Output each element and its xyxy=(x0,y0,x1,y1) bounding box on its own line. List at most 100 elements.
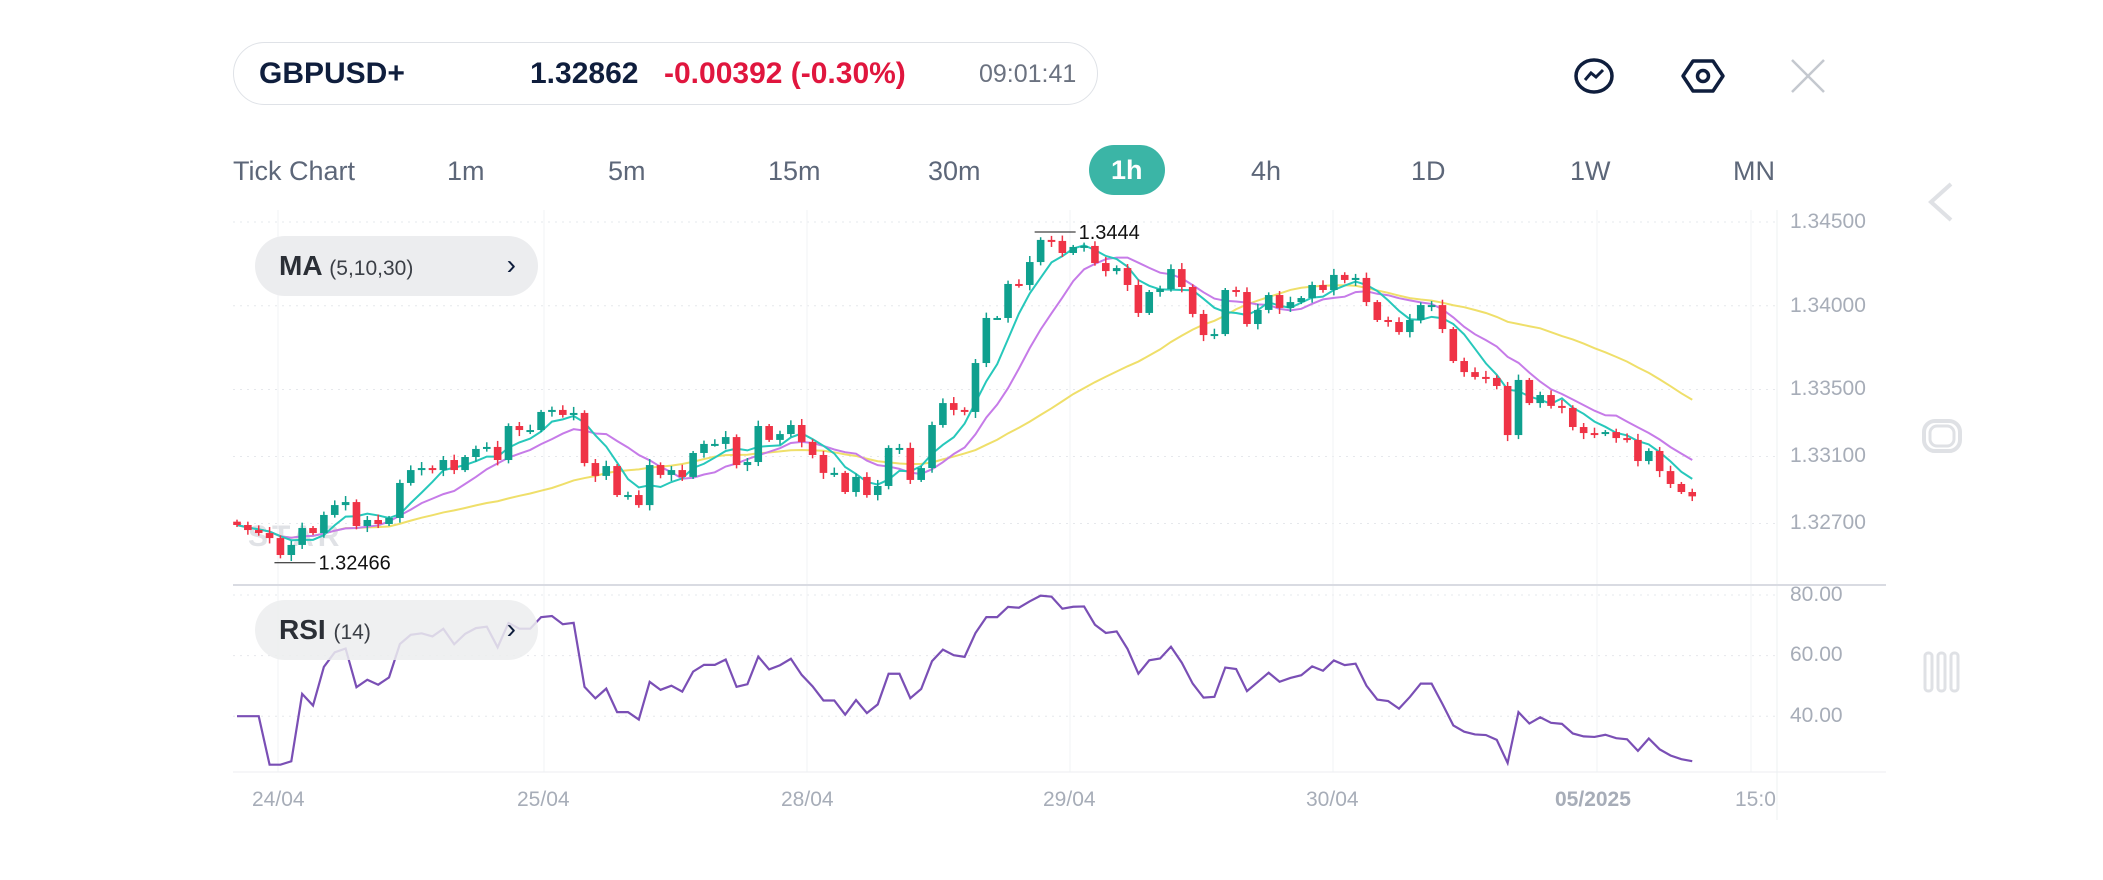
tab-tick-chart[interactable]: Tick Chart xyxy=(233,156,356,186)
tab-30m[interactable]: 30m xyxy=(928,156,981,186)
candle-up xyxy=(1286,302,1295,308)
candle-up xyxy=(396,482,404,518)
candle-down xyxy=(1612,432,1621,439)
quote-time: 09:01:41 xyxy=(979,60,1077,88)
candle-down xyxy=(1275,295,1284,308)
candle-up xyxy=(1004,283,1012,318)
rsi-params: (14) xyxy=(333,621,371,644)
candle-up xyxy=(330,505,339,515)
candle-down xyxy=(1199,313,1208,336)
candle-down xyxy=(765,426,773,440)
candle-down xyxy=(1471,372,1479,377)
candle-down xyxy=(1655,450,1664,472)
candle-down xyxy=(635,495,643,506)
close-icon[interactable] xyxy=(1784,52,1832,100)
candle-down xyxy=(1525,379,1534,404)
low-price-label: 1.32466 xyxy=(318,553,390,575)
tab-mn[interactable]: MN xyxy=(1733,156,1775,186)
rsi-tick: 60.00 xyxy=(1790,643,1843,666)
candle-up xyxy=(1221,290,1230,335)
candle-up xyxy=(1416,305,1425,320)
candle-up xyxy=(852,476,860,493)
settings-hexagon-icon[interactable] xyxy=(1679,52,1727,100)
rounded-square-icon[interactable] xyxy=(1920,415,1964,459)
candle-up xyxy=(406,470,415,483)
candle-down xyxy=(1568,407,1577,428)
candle-down xyxy=(1123,268,1132,285)
candle-up xyxy=(320,514,328,534)
candle-down xyxy=(1460,361,1468,373)
candle-up xyxy=(537,411,545,431)
date-tick: 29/04 xyxy=(1043,788,1096,811)
date-tick: 25/04 xyxy=(517,788,570,811)
date-tick: 30/04 xyxy=(1306,788,1359,811)
bars-icon[interactable] xyxy=(1922,650,1962,694)
ma-indicator-button[interactable]: MA (5,10,30) › xyxy=(255,236,538,296)
candle-up xyxy=(417,468,426,471)
tab-5m[interactable]: 5m xyxy=(608,156,646,186)
candle-up xyxy=(1112,268,1121,272)
date-tick: 24/04 xyxy=(252,788,305,811)
candle-down xyxy=(1579,427,1588,434)
tab-1m[interactable]: 1m xyxy=(447,156,485,186)
chart-line-icon[interactable] xyxy=(1570,52,1618,100)
candle-up xyxy=(1536,395,1544,404)
tab-1d[interactable]: 1D xyxy=(1411,156,1446,186)
candle-down xyxy=(591,463,600,476)
candle-up xyxy=(700,443,708,453)
candle-up xyxy=(1330,274,1338,291)
tab-1w[interactable]: 1W xyxy=(1570,156,1611,186)
candle-down xyxy=(580,412,589,464)
candle-down xyxy=(352,502,361,527)
candle-down xyxy=(1590,433,1599,436)
price-tick: 1.34500 xyxy=(1790,210,1866,233)
candle-up xyxy=(689,452,697,477)
candle-up xyxy=(667,470,676,475)
candle-down xyxy=(1134,284,1143,313)
candle-up xyxy=(873,485,882,496)
candle-down xyxy=(1340,274,1349,280)
candle-down xyxy=(797,425,806,442)
candle-down xyxy=(1482,376,1490,379)
candle-down xyxy=(493,446,502,461)
date-tick: 05/2025 xyxy=(1555,788,1631,811)
candle-up xyxy=(754,426,763,463)
candle-up xyxy=(1254,309,1262,325)
tab-4h[interactable]: 4h xyxy=(1251,156,1282,186)
candle-up xyxy=(1210,334,1219,337)
candle-up xyxy=(830,472,839,475)
candle-down xyxy=(1547,395,1555,406)
quote-bar[interactable]: GBPUSD+ 1.32862 -0.00392 (-0.30%) 09:01:… xyxy=(233,42,1098,105)
candle-down xyxy=(1677,483,1686,493)
candle-up xyxy=(1351,277,1360,280)
candle-up xyxy=(363,519,372,527)
candle-up xyxy=(1406,319,1414,333)
candle-down xyxy=(863,476,871,496)
candle-up xyxy=(939,403,947,426)
price-tick: 1.34000 xyxy=(1790,294,1866,317)
candle-down xyxy=(1623,438,1631,441)
candle-down xyxy=(808,441,817,455)
candle-up xyxy=(602,466,611,476)
candle-up xyxy=(1427,305,1436,308)
candle-up xyxy=(439,460,448,471)
tab-15m[interactable]: 15m xyxy=(768,156,821,186)
candle-up xyxy=(1264,295,1273,310)
ma5-line xyxy=(236,244,1693,542)
candle-up xyxy=(624,495,632,498)
symbol-name: GBPUSD+ xyxy=(259,57,405,90)
rsi-indicator-button[interactable]: RSI (14) › xyxy=(255,600,538,660)
tab-1h[interactable]: 1h xyxy=(1089,145,1165,195)
price-tick: 1.33500 xyxy=(1790,377,1866,400)
candle-up xyxy=(482,446,491,449)
price-tick: 1.32700 xyxy=(1790,511,1866,534)
candle-up xyxy=(711,443,719,446)
chevron-left-icon[interactable] xyxy=(1925,180,1957,224)
candle-up xyxy=(1645,450,1653,462)
candle-up xyxy=(787,425,795,435)
candle-up xyxy=(982,317,991,364)
candle-down xyxy=(732,437,741,466)
candle-up xyxy=(1167,269,1175,289)
date-tick: 15:0 xyxy=(1735,788,1776,811)
